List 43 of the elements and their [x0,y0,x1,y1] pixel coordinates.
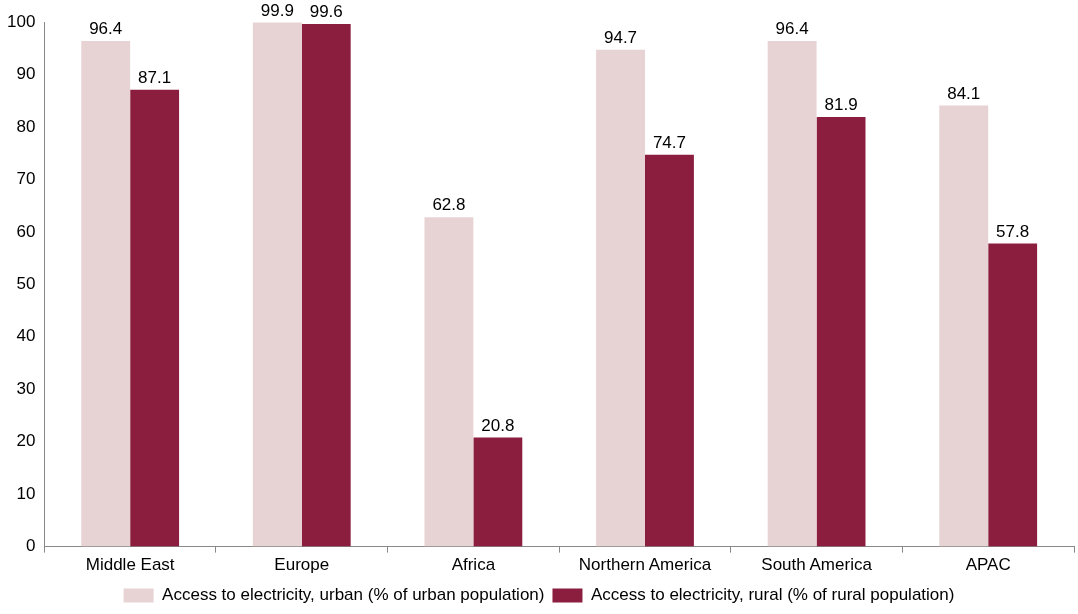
bar [939,105,989,547]
data-label: 99.6 [309,2,343,22]
data-label: 94.7 [603,27,638,47]
y-tick-label: 60 [16,221,36,241]
bar [644,154,694,547]
y-tick-label: 100 [6,11,36,31]
x-tick-label: Northern America [578,555,712,575]
bar [473,437,523,547]
y-tick-label: 80 [16,116,36,136]
data-label: 96.4 [775,19,809,39]
bar [988,243,1038,547]
bar [301,24,351,547]
bar [130,89,180,547]
x-tick-label: South America [761,555,873,575]
bar [252,22,302,547]
x-tick-label: Middle East [85,555,175,575]
bar [596,49,645,547]
data-label: 96.4 [89,19,123,39]
bar [81,40,131,547]
legend-label: Access to electricity, rural (% of rural population) [590,585,955,605]
data-label: 57.8 [996,221,1030,241]
bar [767,40,817,547]
data-label: 87.1 [138,67,172,87]
legend-label: Access to electricity, urban (% of urban population) [162,585,545,605]
y-tick-label: 50 [16,273,36,293]
y-tick-label: 0 [25,536,36,556]
data-label: 74.7 [652,132,686,152]
bar [816,116,866,547]
data-label: 81.9 [824,95,858,115]
y-tick-label: 20 [16,431,36,451]
y-tick-label: 90 [16,64,36,84]
data-label: 99.9 [260,0,294,20]
x-tick-label: APAC [965,555,1011,575]
x-tick-label: Africa [451,555,496,575]
x-tick-label: Europe [274,555,330,575]
bar [424,217,474,547]
y-tick-label: 70 [16,169,36,189]
y-tick-label: 30 [16,378,36,398]
data-label: 62.8 [432,195,466,215]
y-tick-label: 10 [16,483,36,503]
y-tick-label: 40 [16,326,36,346]
data-label: 84.1 [947,83,981,103]
data-label: 20.8 [481,415,515,435]
